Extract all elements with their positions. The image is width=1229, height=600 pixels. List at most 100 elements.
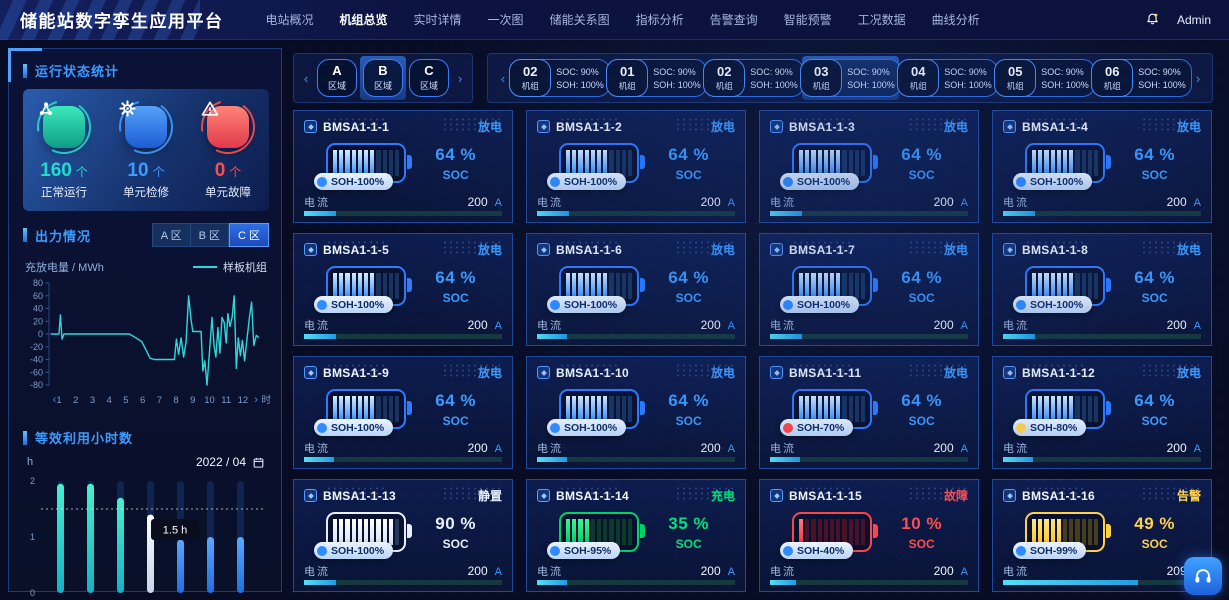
status-stat: 0 个单元故障 [187, 99, 269, 211]
svg-text:3: 3 [90, 395, 95, 406]
date-picker[interactable]: 2022 / 04 [196, 455, 265, 469]
battery-card[interactable]: BMSA1-1-8 放电 SOH-100% 64 % SOC 电流 200 A [992, 233, 1212, 346]
card-body: SOH-95% 35 % SOC [527, 510, 745, 560]
current-unit: A [960, 320, 968, 332]
unit-prev-icon[interactable]: ‹ [500, 70, 506, 86]
soc-value: 64 % [901, 268, 942, 287]
battery-cell-bar [603, 396, 608, 422]
battery-cell-bar [1087, 396, 1092, 422]
user-menu[interactable]: Admin [1176, 12, 1211, 27]
battery-cell-bar [572, 519, 577, 545]
battery-card[interactable]: BMSA1-1-2 放电 SOH-100% 64 % SOC 电流 200 A [526, 110, 746, 223]
current-label: 电流 [1003, 197, 1029, 209]
stat-value: 160 个 [40, 160, 88, 181]
output-zone-tab[interactable]: A 区 [151, 223, 191, 247]
battery-card[interactable]: BMSA1-1-15 故障 SOH-40% 10 % SOC 电流 200 A [759, 479, 979, 592]
gear-icon [118, 99, 174, 155]
battery-card[interactable]: BMSA1-1-11 放电 SOH-70% 64 % SOC 电流 200 A [759, 356, 979, 469]
battery-card[interactable]: BMSA1-1-13 静置 SOH-100% 90 % SOC 电流 200 A [293, 479, 513, 592]
nav-item[interactable]: 曲线分析 [931, 13, 980, 27]
current-progress-bar [304, 457, 502, 462]
soh-value: SOH-70% [797, 421, 845, 434]
current-unit: A [494, 197, 502, 209]
support-button[interactable] [1184, 557, 1222, 595]
zone-option-B[interactable]: B 区域 [360, 56, 406, 100]
battery-card[interactable]: BMSA1-1-5 放电 SOH-100% 64 % SOC 电流 200 A [293, 233, 513, 346]
nav-item[interactable]: 一次图 [487, 13, 524, 27]
battery-card[interactable]: BMSA1-1-1 放电 SOH-100% 64 % SOC 电流 200 A [293, 110, 513, 223]
nav-item[interactable]: 实时详情 [413, 13, 462, 27]
zone-next-icon[interactable]: › [457, 70, 463, 86]
status-badge: 放电 [477, 120, 502, 134]
current-readout: 200 A [934, 316, 968, 334]
battery-cell-bar [805, 150, 810, 176]
battery-card[interactable]: BMSA1-1-14 充电 SOH-95% 35 % SOC 电流 200 A [526, 479, 746, 592]
battery-card[interactable]: BMSA1-1-7 放电 SOH-100% 64 % SOC 电流 200 A [759, 233, 979, 346]
zone-option-A[interactable]: A 区域 [314, 56, 360, 100]
zone-option-C[interactable]: C 区域 [406, 56, 452, 100]
card-header: BMSA1-1-13 静置 [294, 480, 512, 504]
zone-prev-icon[interactable]: ‹ [303, 70, 309, 86]
notifications-bell-icon[interactable] [1144, 11, 1161, 28]
unit-badge-label: 机组 [715, 80, 733, 91]
unit-number: 06 [1105, 63, 1120, 79]
unit-option-03[interactable]: 03 机组 SOC: 90% SOH: 100% [800, 56, 901, 100]
battery-gauge: SOH-100% [780, 143, 878, 190]
battery-card[interactable]: BMSA1-1-3 放电 SOH-100% 64 % SOC 电流 200 A [759, 110, 979, 223]
unit-info: SOC: 90% SOH: 100% [745, 67, 803, 90]
unit-soc: SOC: 90% [1041, 66, 1084, 77]
nav-item[interactable]: 指标分析 [635, 13, 684, 27]
card-header: BMSA1-1-10 放电 [527, 357, 745, 381]
output-zone-tab[interactable]: C 区 [229, 223, 269, 247]
nav-item[interactable]: 机组总览 [339, 13, 388, 27]
battery-card[interactable]: BMSA1-1-9 放电 SOH-100% 64 % SOC 电流 200 A [293, 356, 513, 469]
prev-range-icon[interactable]: ‹ [53, 394, 57, 406]
battery-cell-bar [357, 396, 362, 422]
unit-option-06[interactable]: 06 机组 SOC: 90% SOH: 100% [1091, 56, 1192, 100]
battery-cell-bar [817, 150, 822, 176]
card-body: SOH-100% 64 % SOC [294, 387, 512, 437]
card-body: SOH-100% 64 % SOC [527, 387, 745, 437]
unit-option-04[interactable]: 04 机组 SOC: 90% SOH: 100% [897, 56, 998, 100]
battery-icon [1025, 266, 1111, 306]
unit-option-02[interactable]: 02 机组 SOC: 90% SOH: 100% [703, 56, 804, 100]
nav-item[interactable]: 告警查询 [709, 13, 758, 27]
status-section-header: 运行状态统计 [23, 61, 269, 80]
nav-item[interactable]: 工况数据 [857, 13, 906, 27]
nav-item[interactable]: 储能关系图 [549, 13, 610, 27]
svg-text:1: 1 [56, 395, 61, 406]
next-range-icon[interactable]: › [254, 394, 258, 406]
unit-option-01[interactable]: 01 机组 SOC: 90% SOH: 100% [606, 56, 707, 100]
current-unit: A [960, 197, 968, 209]
soc-label: SOC [908, 537, 935, 551]
battery-cell-bar [345, 396, 350, 422]
unit-info: SOC: 90% SOH: 100% [842, 67, 900, 90]
battery-card[interactable]: BMSA1-1-4 放电 SOH-100% 64 % SOC 电流 200 A [992, 110, 1212, 223]
unit-option-05[interactable]: 05 机组 SOC: 90% SOH: 100% [994, 56, 1095, 100]
nav-item[interactable]: 智能预警 [783, 13, 832, 27]
card-header: BMSA1-1-16 告警 [993, 480, 1211, 504]
battery-card[interactable]: BMSA1-1-6 放电 SOH-100% 64 % SOC 电流 200 A [526, 233, 746, 346]
output-zone-tab[interactable]: B 区 [190, 223, 229, 247]
battery-gauge: SOH-100% [1013, 266, 1111, 313]
unit-option-02[interactable]: 02 机组 SOC: 90% SOH: 100% [509, 56, 610, 100]
battery-cell-bar [1093, 519, 1099, 545]
unit-number-badge: 03 机组 [800, 59, 843, 97]
battery-cell-bar [811, 273, 816, 299]
battery-cell-bar [603, 519, 608, 545]
battery-cell-bar [590, 396, 595, 422]
unit-next-icon[interactable]: › [1195, 70, 1201, 86]
soh-value: SOH-100% [331, 175, 385, 188]
current-progress-fill [537, 580, 567, 585]
card-footer: 电流 200 A [1003, 193, 1201, 211]
zone-carousel: ‹ A 区域 B 区域 C 区域 › [293, 53, 473, 103]
battery-cell-bar [860, 150, 866, 176]
battery-card[interactable]: BMSA1-1-10 放电 SOH-100% 64 % SOC 电流 200 A [526, 356, 746, 469]
nav-item[interactable]: 电站概况 [265, 13, 314, 27]
soh-status-dot [317, 176, 327, 187]
soh-badge: SOH-100% [314, 173, 394, 190]
section-accent-bar [23, 430, 27, 445]
battery-card[interactable]: BMSA1-1-12 放电 SOH-80% 64 % SOC 电流 200 A [992, 356, 1212, 469]
current-progress-fill [304, 580, 336, 585]
